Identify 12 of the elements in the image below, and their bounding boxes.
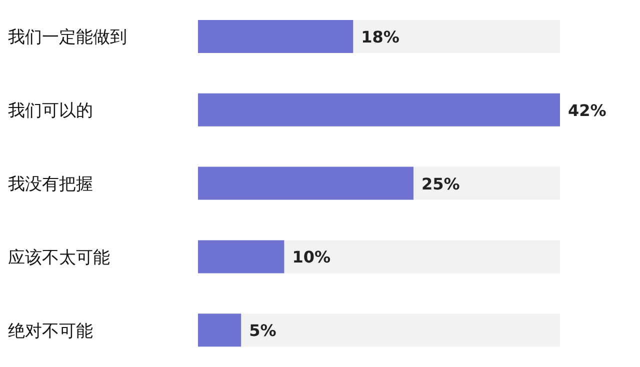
y-tick-label: 我们可以的 [8, 101, 93, 122]
y-tick-label: 绝对不可能 [8, 321, 93, 342]
y-tick-label: 我们一定能做到 [8, 28, 127, 48]
bar [198, 240, 284, 274]
y-tick-label: 应该不太可能 [8, 248, 110, 268]
y-tick-label: 我没有把握 [8, 174, 93, 194]
data-label: 42% [568, 100, 606, 120]
data-label: 5% [249, 321, 276, 340]
bar [198, 314, 242, 347]
data-label: 25% [421, 174, 460, 194]
data-label: 18% [361, 28, 400, 46]
data-label: 10% [292, 248, 330, 267]
